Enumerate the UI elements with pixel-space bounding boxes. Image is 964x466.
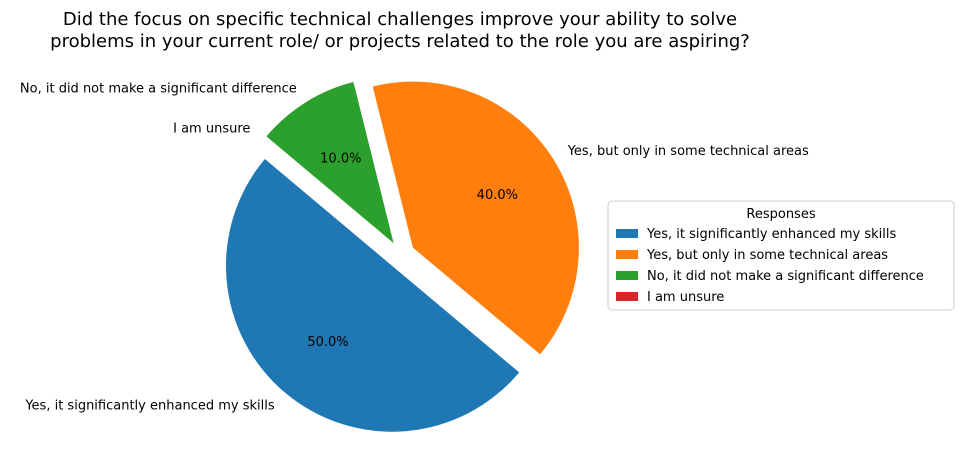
percent-label-yes-it-significantly-enhanced-my-skills: 50.0% [307,335,348,350]
pie-slice-labels: Yes, it significantly enhanced my skills… [20,81,809,413]
legend-swatch-yes-it-significantly-enhanced-my-skills [616,229,638,238]
pie-slice-yes-it-significantly-enhanced-my-skills [226,159,520,432]
legend-swatch-yes-but-only-in-some-technical-areas [616,250,638,259]
percent-label-no-it-did-not-make-a-significant-difference: 10.0% [320,152,361,167]
legend-label-no-it-did-not-make-a-significant-difference: No, it did not make a significant differ… [647,269,924,284]
slice-label-i-am-unsure: I am unsure [173,122,250,137]
legend: Responses Yes, it significantly enhanced… [607,200,955,311]
legend-label-yes-it-significantly-enhanced-my-skills: Yes, it significantly enhanced my skills [646,227,896,242]
chart-title-line-1: Did the focus on specific technical chal… [63,9,737,30]
legend-title: Responses [746,207,815,222]
legend-label-i-am-unsure: I am unsure [647,290,724,305]
legend-frame [607,200,955,311]
legend-swatch-no-it-did-not-make-a-significant-difference [616,271,638,280]
pie-percent-labels: 50.0% 40.0% 10.0% [307,152,518,350]
legend-swatch-i-am-unsure [616,292,638,301]
slice-label-no-it-did-not-make-a-significant-difference: No, it did not make a significant differ… [20,81,297,96]
legend-items: Yes, it significantly enhanced my skills… [616,227,924,305]
slice-label-yes-it-significantly-enhanced-my-skills: Yes, it significantly enhanced my skills [24,399,274,414]
pie-slice-yes-but-only-in-some-technical-areas [372,81,579,355]
pie-slice-no-it-did-not-make-a-significant-difference [266,82,394,244]
chart-title-line-2: problems in your current role/ or projec… [50,31,750,52]
slice-label-yes-but-only-in-some-technical-areas: Yes, but only in some technical areas [567,144,809,159]
chart-title: Did the focus on specific technical chal… [50,9,750,52]
legend-label-yes-but-only-in-some-technical-areas: Yes, but only in some technical areas [646,248,888,263]
pie-slices [226,81,579,432]
percent-label-yes-but-only-in-some-technical-areas: 40.0% [477,188,518,203]
